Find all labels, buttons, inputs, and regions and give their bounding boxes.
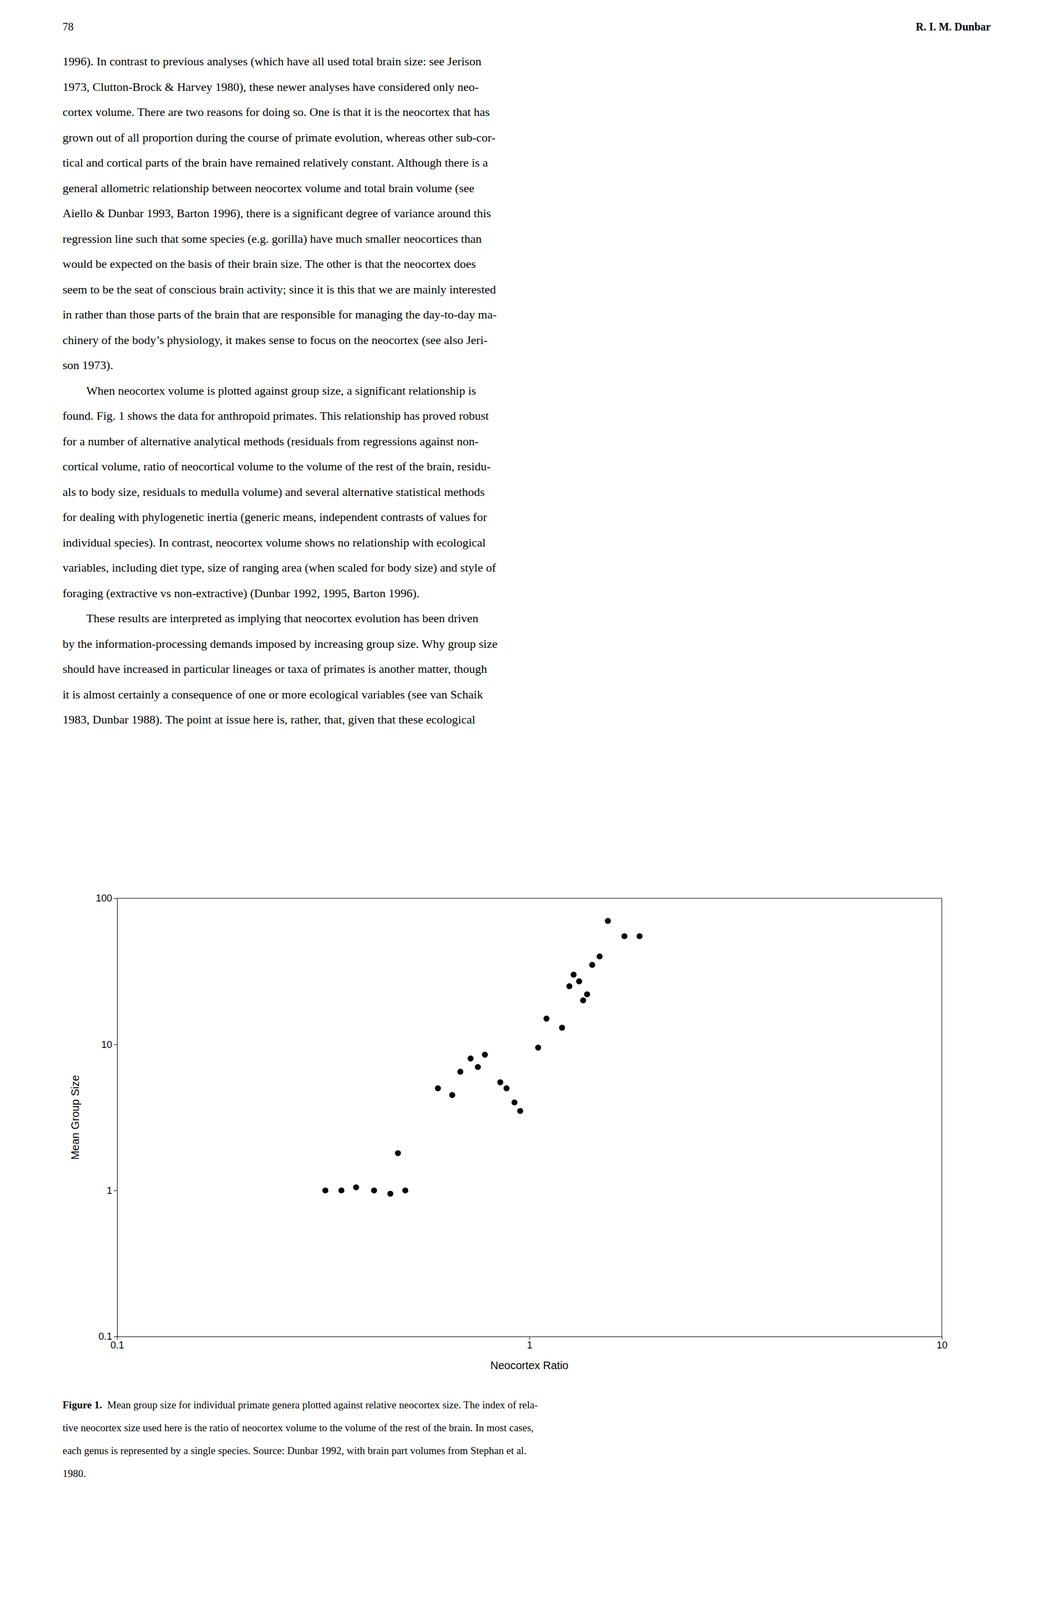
- point: [371, 1187, 378, 1194]
- body-line: 1973, Clutton-Brock & Harvey 1980), thes…: [62, 80, 479, 95]
- body-line: seem to be the seat of conscious brain a…: [62, 282, 496, 297]
- body-line: variables, including diet type, size of …: [62, 560, 496, 575]
- point: [575, 978, 582, 985]
- body-line: als to body size, residuals to medulla v…: [62, 485, 485, 500]
- point: [559, 1024, 566, 1031]
- tick-mark: [113, 898, 118, 899]
- caption-line: 1980.: [62, 1467, 87, 1480]
- point: [517, 1107, 524, 1114]
- tick: 0.1: [110, 1336, 125, 1351]
- body-line: These results are interpreted as implyin…: [62, 611, 479, 626]
- point: [474, 1063, 481, 1070]
- page-number: 78: [62, 20, 74, 34]
- body-line: tical and cortical parts of the brain ha…: [62, 155, 488, 170]
- tick-label: 0.1: [110, 1339, 125, 1351]
- point: [589, 961, 595, 968]
- caption-line: each genus is represented by a single sp…: [62, 1444, 527, 1457]
- point: [457, 1068, 464, 1075]
- y-axis-title: Mean Group Size: [69, 1075, 82, 1161]
- body-line: son 1973).: [62, 358, 114, 373]
- point: [449, 1092, 456, 1098]
- x-axis-title: Neocortex Ratio: [490, 1359, 569, 1372]
- tick: 0.1: [98, 1330, 118, 1342]
- point: [387, 1190, 394, 1197]
- body-line: by the information-processing demands im…: [62, 636, 498, 652]
- body-line: 1996). In contrast to previous analyses …: [62, 54, 482, 69]
- body-line: found. Fig. 1 shows the data for anthrop…: [62, 408, 489, 423]
- caption-label: Figure 1.: [62, 1399, 102, 1411]
- chart: 0.1 1 10 0.1 1 10 100 Neocortex Ratio Mean Group…: [0, 849, 1049, 1383]
- point: [353, 1184, 360, 1190]
- body-line: Aiello & Dunbar 1993, Barton 1996), ther…: [62, 206, 492, 221]
- point: [322, 1187, 329, 1194]
- tick-label: 1: [526, 1339, 533, 1351]
- points: [322, 917, 643, 1197]
- caption-text: Mean group size for individual primate g…: [101, 1399, 538, 1411]
- body-line: cortex volume. There are two reasons for…: [62, 105, 490, 120]
- body-line: would be expected on the basis of their …: [62, 256, 476, 272]
- body-line: general allometric relationship between …: [62, 181, 475, 196]
- point: [467, 1055, 474, 1062]
- tick: 100: [95, 892, 118, 904]
- tick-mark: [113, 1190, 118, 1192]
- point: [584, 991, 591, 998]
- point: [636, 933, 643, 940]
- tick: 1: [526, 1336, 533, 1351]
- body-line: for a number of alternative analytical m…: [62, 434, 479, 449]
- point: [566, 983, 573, 990]
- point: [402, 1187, 409, 1194]
- point: [497, 1079, 504, 1086]
- frame-right: [941, 898, 943, 1337]
- body-line: 1983, Dunbar 1988). The point at issue h…: [62, 712, 476, 727]
- body-line: individual species). In contrast, neocor…: [62, 535, 486, 550]
- body-line: grown out of all proportion during the c…: [62, 130, 496, 145]
- tick-mark: [113, 1336, 118, 1337]
- tick-label: 1: [106, 1185, 113, 1196]
- author: R. I. M. Dunbar: [915, 20, 991, 34]
- body-line: in rather than those parts of the brain …: [62, 307, 497, 322]
- point: [511, 1099, 518, 1106]
- caption-line: Figure 1. Mean group size for individual…: [62, 1399, 538, 1412]
- body-line: foraging (extractive vs non-extractive) …: [62, 586, 420, 601]
- point: [543, 1015, 550, 1022]
- tick-label: 10: [101, 1039, 113, 1051]
- point: [395, 1150, 402, 1157]
- point: [604, 917, 611, 924]
- body-line: for dealing with phylogenetic inertia (g…: [62, 510, 488, 525]
- tick: 10: [936, 1336, 948, 1351]
- tick-mark: [113, 1044, 118, 1045]
- x-axis: 0.1 1 10: [110, 1336, 948, 1351]
- point: [338, 1187, 345, 1194]
- tick-label: 100: [95, 892, 113, 904]
- point: [621, 933, 628, 940]
- y-axis: 0.1 1 10 100: [95, 892, 118, 1342]
- page: 78 R. I. M. Dunbar 1996). In contrast to p…: [0, 0, 1049, 1600]
- body-line: should have increased in particular line…: [62, 661, 488, 677]
- body-line: it is almost certainly a consequence of …: [62, 687, 483, 702]
- plot: 0.1 1 10 0.1 1 10 100 Neocortex Ratio Mean Group…: [69, 892, 948, 1372]
- axis-line: [113, 898, 118, 1337]
- point: [481, 1051, 488, 1058]
- body-line: regression line such that some species (…: [62, 231, 482, 247]
- point: [570, 971, 577, 978]
- point: [434, 1085, 441, 1092]
- point: [535, 1044, 542, 1051]
- tick-label: 10: [936, 1339, 948, 1351]
- point: [503, 1085, 510, 1092]
- tick: 1: [106, 1185, 118, 1196]
- frame-top: [117, 898, 942, 899]
- body-line: When neocortex volume is plotted against…: [62, 383, 477, 398]
- body-line: chinery of the body’s physiology, it mak…: [62, 333, 488, 348]
- body-line: cortical volume, ratio of neocortical vo…: [62, 459, 491, 474]
- tick: 10: [101, 1039, 118, 1051]
- tick-label: 0.1: [98, 1330, 113, 1342]
- point: [580, 997, 587, 1004]
- caption-line: tive neocortex size used here is the rat…: [62, 1421, 534, 1434]
- point: [596, 953, 603, 960]
